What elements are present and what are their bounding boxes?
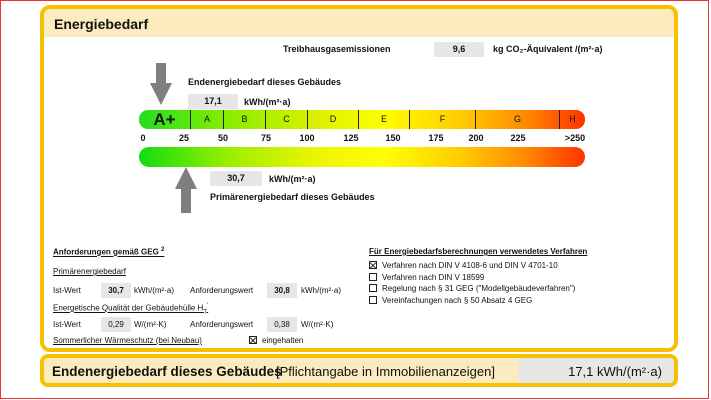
method-checkbox[interactable]: [369, 272, 377, 281]
summer-status-text: eingehalten: [262, 336, 304, 345]
tick-label: 150: [385, 133, 401, 143]
requirements-title: Anforderungen gemäß GEG 2: [53, 247, 164, 257]
footer-value: 17,1 kWh/(m²·a): [519, 358, 674, 383]
footer-summary: Endenergiebedarf dieses Gebäudes [Pflich…: [40, 354, 678, 387]
class-c: C: [265, 110, 307, 129]
req-label: Anforderungswert: [190, 320, 254, 329]
primary-energy-arrow-icon: [175, 167, 197, 213]
summer-checkbox[interactable]: [249, 336, 257, 344]
primary-req-value: 30,8: [267, 283, 297, 298]
footer-label: Endenergiebedarf dieses Gebäudes: [52, 364, 282, 379]
energy-demand-panel: Energiebedarf Treibhausgasemissionen 9,6…: [40, 5, 678, 352]
class-a-plus: A+: [153, 110, 176, 129]
ist-label: Ist-Wert: [53, 320, 81, 329]
primary-energy-value: 30,7: [210, 171, 262, 186]
method-item: Regelung nach § 31 GEG ("Modellgebäudeve…: [369, 283, 575, 295]
hull-unit: W/(m²·K): [301, 320, 334, 329]
tick-label: 25: [178, 133, 190, 143]
tick-label: 75: [260, 133, 272, 143]
tick-label: 200: [468, 133, 484, 143]
methods-title: Für Energiebedarfsberechnungen verwendet…: [369, 247, 588, 256]
efficiency-class-bar: A+ A B C D E F G H: [139, 110, 585, 129]
class-g: G: [475, 110, 559, 129]
class-b: B: [223, 110, 265, 129]
hull-superscript: ': [207, 303, 209, 309]
ghg-label: Treibhausgasemissionen: [283, 44, 391, 54]
tick-label: 0: [140, 133, 146, 143]
end-energy-label: Endenergiebedarf dieses Gebäudes: [188, 77, 342, 87]
ist-label: Ist-Wert: [53, 286, 81, 295]
hull-req-value: 0,38: [267, 317, 297, 332]
method-item: Verfahren nach DIN V 18599: [369, 272, 575, 284]
method-label: Regelung nach § 31 GEG ("Modellgebäudeve…: [382, 284, 576, 293]
method-label: Verfahren nach DIN V 4108-6 und DIN V 47…: [382, 261, 558, 270]
primary-ist-value: 30,7: [101, 283, 131, 298]
class-a: A: [190, 110, 223, 129]
class-f: F: [409, 110, 475, 129]
class-e: E: [358, 110, 409, 129]
hull-title-text: Energetische Qualität der Gebäudehülle H: [53, 303, 204, 313]
footer-note: [Pflichtangabe in Immobilienanzeigen]: [276, 364, 495, 379]
summer-protection-status: eingehalten: [249, 336, 303, 345]
end-energy-value: 17,1: [188, 94, 238, 109]
method-checkbox[interactable]: [369, 261, 377, 269]
requirements-title-text: Anforderungen gemäß GEG: [53, 247, 159, 257]
class-d: D: [307, 110, 358, 129]
primary-requirement-title: Primärenergiebedarf: [53, 267, 126, 276]
primary-energy-unit: kWh/(m²·a): [269, 174, 316, 184]
req-label: Anforderungswert: [190, 286, 254, 295]
end-energy-arrow-icon: [150, 63, 172, 105]
tick-label: 225: [510, 133, 526, 143]
hull-unit: W/(m²·K): [134, 320, 167, 329]
method-label: Vereinfachungen nach § 50 Absatz 4 GEG: [382, 295, 533, 305]
tick-label: 175: [428, 133, 444, 143]
primary-unit: kWh/(m²·a): [134, 286, 174, 295]
tick-label: 100: [299, 133, 315, 143]
primary-energy-label: Primärenergiebedarf dieses Gebäudes: [210, 192, 375, 202]
gradient-scale-bar: [139, 147, 585, 167]
methods-list: Verfahren nach DIN V 4108-6 und DIN V 47…: [369, 260, 575, 306]
tick-label: 125: [343, 133, 359, 143]
ghg-value: 9,6: [434, 42, 484, 57]
method-label: Verfahren nach DIN V 18599: [382, 272, 485, 282]
method-checkbox[interactable]: [369, 295, 377, 304]
tick-label: >250: [564, 133, 586, 143]
footnote-mark: 2: [161, 247, 165, 253]
summer-protection-label: Sommerlicher Wärmeschutz (bei Neubau): [53, 336, 202, 345]
hull-ist-value: 0,29: [101, 317, 131, 332]
method-checkbox[interactable]: [369, 284, 377, 292]
end-energy-unit: kWh/(m²·a): [244, 97, 291, 107]
hull-title: Energetische Qualität der Gebäudehülle H…: [53, 303, 208, 315]
class-h: H: [559, 110, 585, 129]
panel-title: Energiebedarf: [44, 9, 674, 37]
ghg-unit: kg CO₂-Äquivalent /(m²·a): [493, 44, 603, 54]
hull-subscript: T: [203, 309, 207, 316]
method-item: Vereinfachungen nach § 50 Absatz 4 GEG: [369, 295, 575, 307]
primary-unit: kWh/(m²·a): [301, 286, 341, 295]
method-item: Verfahren nach DIN V 4108-6 und DIN V 47…: [369, 260, 575, 272]
tick-label: 50: [217, 133, 229, 143]
